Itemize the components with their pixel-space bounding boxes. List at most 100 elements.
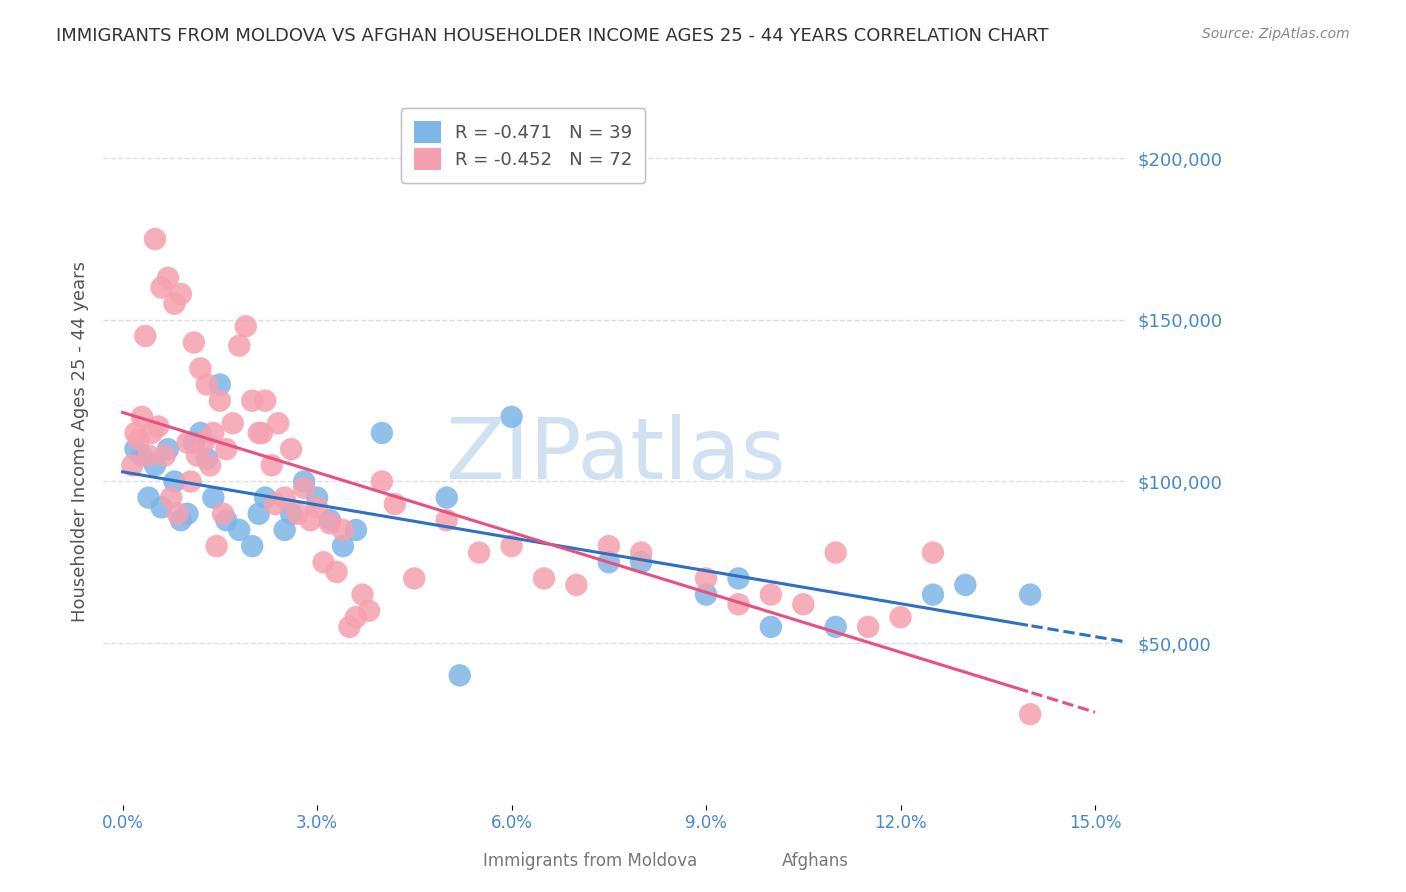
Point [183,335,205,350]
Point [344,523,367,537]
Point [856,620,879,634]
Point [824,545,846,559]
Point [143,458,166,473]
Point [468,545,491,559]
Point [501,409,523,424]
Point [267,417,290,431]
Point [436,491,458,505]
Point [501,539,523,553]
Point [759,620,782,634]
Point [163,475,186,489]
Point [138,449,160,463]
Point [598,555,620,569]
Point [312,555,335,569]
Point [180,475,202,489]
Point [630,555,652,569]
Point [124,442,146,457]
Point [247,425,270,440]
Point [436,513,458,527]
Point [319,516,342,531]
Point [371,475,394,489]
Point [759,588,782,602]
Point [280,442,302,457]
Point [1019,707,1042,722]
Point [727,597,749,611]
Point [280,507,302,521]
Point [299,513,322,527]
Point [215,513,238,527]
Point [176,435,198,450]
Point [533,571,555,585]
Point [212,507,235,521]
Point [254,491,277,505]
Point [254,393,277,408]
Point [240,393,263,408]
Point [183,435,205,450]
Point [235,319,257,334]
Point [273,523,295,537]
Point [260,458,283,473]
Point [141,425,163,440]
Point [371,425,394,440]
Point [170,513,193,527]
Text: ZIPatlas: ZIPatlas [444,414,786,497]
Point [128,433,150,447]
Point [228,339,250,353]
Point [202,491,225,505]
Point [352,588,374,602]
Y-axis label: Householder Income Ages 25 - 44 years: Householder Income Ages 25 - 44 years [72,260,89,622]
Legend: R = -0.471   N = 39, R = -0.452   N = 72: R = -0.471 N = 39, R = -0.452 N = 72 [401,108,645,183]
Point [134,329,156,343]
Point [922,588,945,602]
Point [307,491,329,505]
Text: IMMIGRANTS FROM MOLDOVA VS AFGHAN HOUSEHOLDER INCOME AGES 25 - 44 YEARS CORRELAT: IMMIGRANTS FROM MOLDOVA VS AFGHAN HOUSEH… [56,27,1049,45]
Point [307,500,329,515]
Point [150,500,173,515]
Point [143,232,166,246]
Point [193,435,215,450]
Point [344,610,367,624]
Point [166,507,188,521]
Point [955,578,977,592]
Point [176,507,198,521]
Point [222,417,245,431]
Point [131,409,153,424]
Point [922,545,945,559]
Point [121,458,143,473]
Point [339,620,361,634]
Point [695,588,717,602]
Point [598,539,620,553]
Point [190,361,212,376]
Point [250,425,273,440]
Point [727,571,749,585]
Point [695,571,717,585]
Point [186,449,208,463]
Point [148,419,170,434]
Point [287,507,309,521]
Point [292,475,315,489]
Point [195,451,218,466]
Point [384,497,406,511]
Point [319,513,342,527]
Point [138,491,160,505]
Point [124,425,146,440]
Point [247,507,270,521]
Point [565,578,588,592]
Point [215,442,238,457]
Point [332,539,354,553]
Point [889,610,911,624]
Point [264,497,287,511]
Point [170,287,193,301]
Point [273,491,295,505]
Point [208,393,231,408]
Point [332,523,354,537]
Point [150,280,173,294]
Point [208,377,231,392]
Point [404,571,426,585]
Text: Source: ZipAtlas.com: Source: ZipAtlas.com [1202,27,1350,41]
Point [190,425,212,440]
Point [198,458,221,473]
Point [131,449,153,463]
Point [357,604,380,618]
Point [449,668,471,682]
